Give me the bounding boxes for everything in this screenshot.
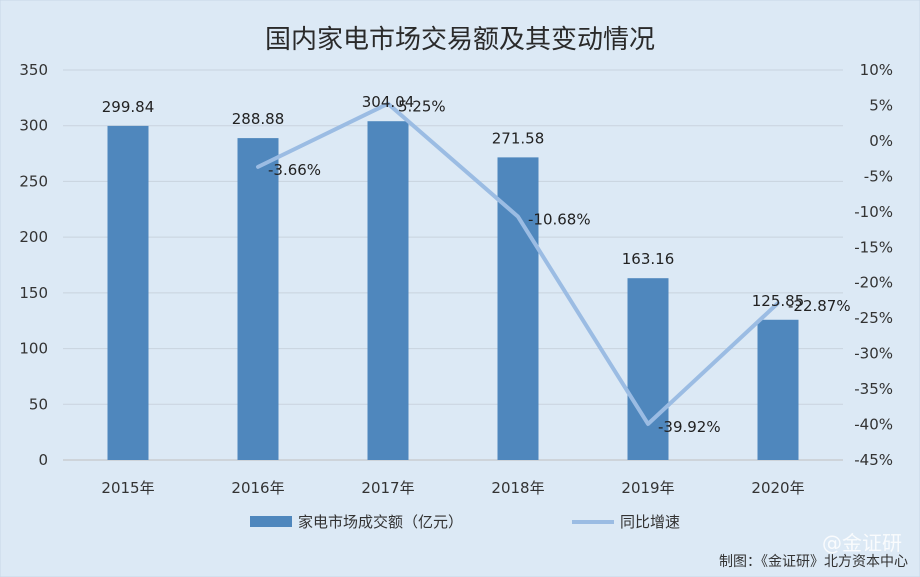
right-tick-label: -25%	[854, 309, 893, 327]
right-tick-label: 10%	[860, 61, 893, 79]
left-axis-ticks: 0 50 100 150 200 250 300 350	[19, 61, 48, 469]
right-tick-label: -5%	[864, 167, 893, 185]
x-tick-label: 2015年	[101, 479, 154, 497]
right-tick-label: -20%	[854, 274, 893, 292]
right-axis-ticks: -45% -40% -35% -30% -25% -20% -15% -10% -5% 0% 5% 1…	[854, 61, 893, 469]
bar	[497, 157, 539, 461]
legend-bar-label: 家电市场成交额（亿元）	[298, 513, 463, 531]
bar-value-label: 125.85	[752, 292, 805, 310]
line-value-label: -3.66%	[268, 161, 321, 179]
left-tick-label: 300	[19, 117, 48, 135]
x-tick-label: 2017年	[361, 479, 414, 497]
right-tick-label: -15%	[854, 238, 893, 256]
bar-value-label: 304.04	[362, 93, 415, 111]
x-axis-ticks: 2015年 2016年 2017年 2018年 2019年 2020年	[101, 479, 804, 497]
line-value-label: 5.25%	[398, 98, 446, 116]
legend-line-label: 同比增速	[620, 513, 680, 531]
left-tick-label: 200	[19, 228, 48, 246]
bar-value-label: 271.58	[492, 129, 545, 147]
line-data-labels: -3.66% 5.25% -10.68% -39.92% -22.87%	[268, 98, 851, 436]
line-value-label: -10.68%	[528, 211, 591, 229]
legend-bar-swatch	[250, 516, 292, 527]
left-tick-label: 0	[38, 451, 48, 469]
bar-value-label: 288.88	[232, 110, 285, 128]
right-tick-label: 0%	[869, 132, 893, 150]
bar	[107, 125, 149, 460]
line-series	[256, 101, 780, 426]
bar	[237, 138, 279, 460]
growth-line	[256, 101, 780, 426]
chart-title: 国内家电市场交易额及其变动情况	[265, 25, 655, 55]
gridlines	[63, 69, 843, 461]
footer-credit: 制图：《金证研》北方资本中心	[719, 554, 908, 570]
left-tick-label: 50	[29, 395, 48, 413]
x-tick-label: 2019年	[621, 479, 674, 497]
line-value-label: -22.87%	[788, 297, 851, 315]
right-tick-label: -35%	[854, 380, 893, 398]
bar	[367, 121, 409, 460]
right-tick-label: -30%	[854, 345, 893, 363]
x-tick-label: 2016年	[231, 479, 284, 497]
bar	[627, 278, 669, 460]
left-tick-label: 250	[19, 172, 48, 190]
bar-series	[107, 121, 799, 461]
line-value-label: -39.92%	[658, 418, 721, 436]
left-tick-label: 350	[19, 61, 48, 79]
bar-value-label: 163.16	[622, 250, 675, 268]
bar-value-label: 299.84	[102, 98, 155, 116]
left-tick-label: 100	[19, 340, 48, 358]
x-tick-label: 2018年	[491, 479, 544, 497]
x-tick-label: 2020年	[751, 479, 804, 497]
bar	[757, 319, 799, 460]
right-tick-label: 5%	[869, 96, 893, 114]
left-tick-label: 150	[19, 284, 48, 302]
watermark-text: @金证研	[822, 531, 902, 555]
right-tick-label: -10%	[854, 203, 893, 221]
bar-data-labels: 299.84 288.88 304.04 271.58 163.16 125.85	[102, 93, 805, 310]
right-tick-label: -45%	[854, 451, 893, 469]
right-tick-label: -40%	[854, 416, 893, 434]
legend: 家电市场成交额（亿元） 同比增速	[250, 513, 680, 531]
